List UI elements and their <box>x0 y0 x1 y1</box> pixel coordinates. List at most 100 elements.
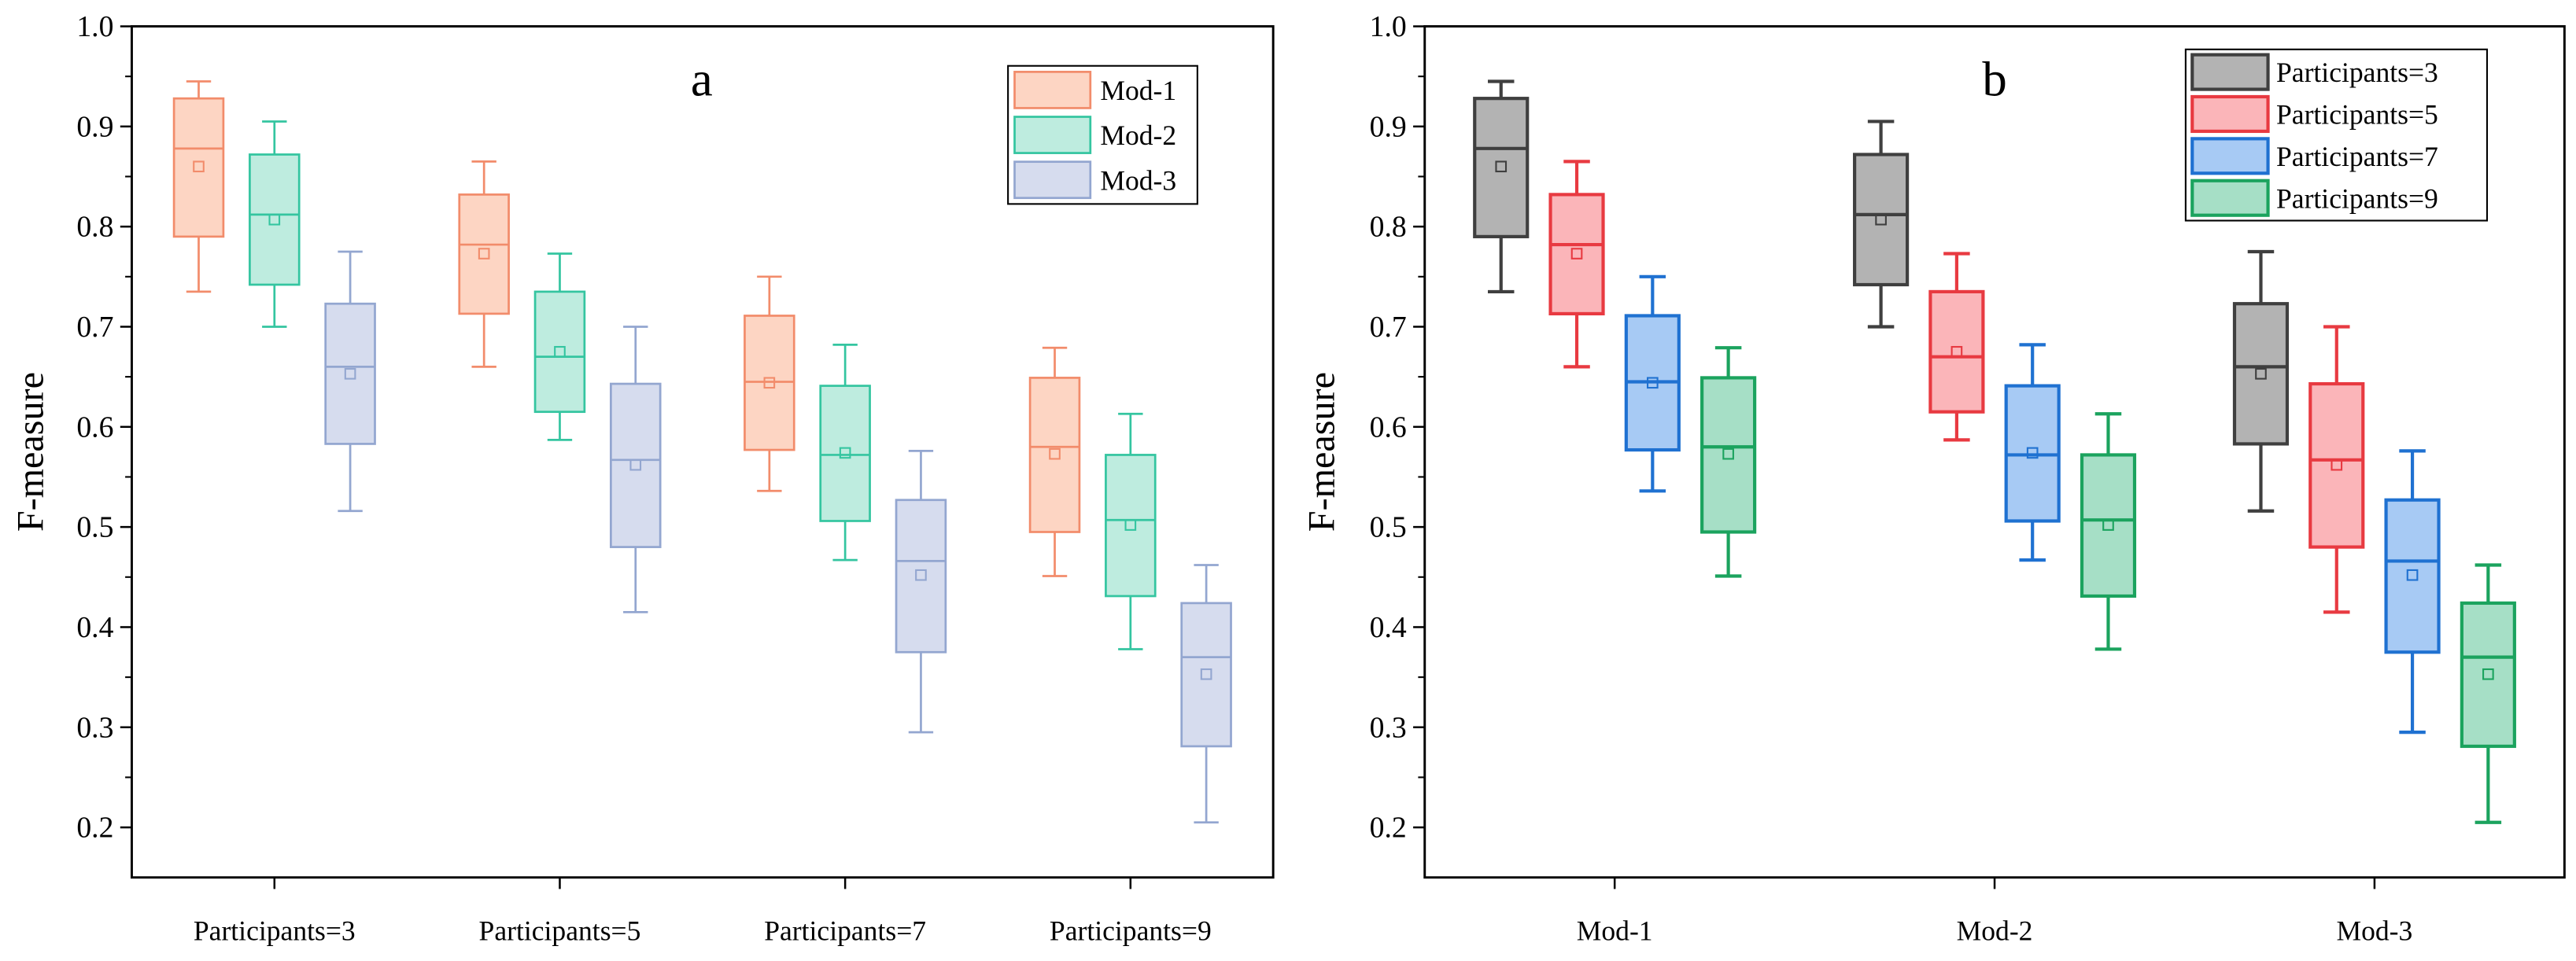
legend-label-b-participants-5: Participants=5 <box>2276 99 2438 131</box>
mean-marker-a-participants-9-mod-1 <box>1049 447 1061 460</box>
box-group-a-participants-7-mod-2 <box>819 344 871 562</box>
box-group-a-participants-3-mod-2 <box>249 120 301 328</box>
mean-marker-a-participants-7-mod-2 <box>839 447 851 459</box>
y-tick-label-b-1-0: 1.0 <box>1370 10 1407 43</box>
mean-marker-b-mod-3-participants-9 <box>2482 668 2494 680</box>
mean-marker-b-mod-1-participants-3 <box>1495 160 1508 173</box>
y-tick-label-a-0-5: 0.5 <box>76 511 113 544</box>
box-b-mod-1-participants-3 <box>1473 97 1530 238</box>
mean-marker-b-mod-1-participants-7 <box>1647 377 1659 389</box>
mean-marker-b-mod-3-participants-5 <box>2331 458 2343 471</box>
y-tick-label-a-0-8: 0.8 <box>76 211 113 244</box>
legend-swatch-b-participants-5 <box>2190 94 2270 134</box>
x-tick-label-a-participants-3: Participants=3 <box>194 915 356 946</box>
box-b-mod-2-participants-3 <box>1853 153 1910 287</box>
y-axis-label-b: F-measure <box>1301 372 1343 532</box>
legend-b: Participants=3 Participants=5 Participants… <box>2184 48 2489 222</box>
legend-swatch-b-participants-7 <box>2190 137 2270 175</box>
y-tick-label-b-0-9: 0.9 <box>1370 110 1407 143</box>
box-group-b-mod-3-participants-7 <box>2384 449 2441 735</box>
box-group-a-participants-5-mod-3 <box>610 326 662 613</box>
box-group-a-participants-3-mod-3 <box>324 250 376 513</box>
box-group-b-mod-1-participants-9 <box>1700 346 1757 578</box>
y-tick-label-a-0-7: 0.7 <box>76 311 113 344</box>
box-b-mod-3-participants-9 <box>2460 601 2516 749</box>
box-a-participants-7-mod-2 <box>819 385 871 522</box>
mean-marker-a-participants-5-mod-2 <box>554 345 566 358</box>
box-a-participants-7-mod-3 <box>895 499 947 654</box>
y-tick-label-a-1-0: 1.0 <box>76 10 113 43</box>
box-b-mod-1-participants-5 <box>1548 193 1605 316</box>
box-group-b-mod-3-participants-3 <box>2232 249 2290 513</box>
box-group-a-participants-9-mod-1 <box>1028 346 1081 577</box>
box-b-mod-3-participants-3 <box>2232 302 2290 446</box>
x-tick-label-a-participants-9: Participants=9 <box>1050 915 1212 946</box>
mean-marker-a-participants-7-mod-3 <box>915 569 927 581</box>
legend-label-b-participants-9: Participants=9 <box>2276 182 2438 214</box>
x-tick-label-b-mod-1: Mod-1 <box>1577 915 1653 946</box>
panel-label-b: b <box>1982 51 2006 106</box>
box-a-participants-9-mod-1 <box>1028 377 1081 533</box>
box-a-participants-3-mod-3 <box>324 302 376 445</box>
box-group-b-mod-1-participants-3 <box>1473 79 1530 294</box>
legend-swatch-b-participants-9 <box>2190 179 2270 217</box>
box-group-a-participants-9-mod-3 <box>1180 564 1232 824</box>
mean-marker-a-participants-3-mod-1 <box>193 160 205 173</box>
y-tick-label-b-0-7: 0.7 <box>1370 311 1407 344</box>
mean-marker-b-mod-2-participants-9 <box>2102 519 2114 531</box>
y-tick-label-a-0-6: 0.6 <box>76 411 113 444</box>
box-group-b-mod-1-participants-7 <box>1624 274 1681 493</box>
box-group-a-participants-7-mod-3 <box>895 449 947 734</box>
box-a-participants-9-mod-3 <box>1180 602 1232 748</box>
box-a-participants-5-mod-2 <box>533 290 586 414</box>
box-a-participants-5-mod-1 <box>458 193 510 315</box>
legend-label-b-participants-3: Participants=3 <box>2276 57 2438 88</box>
legend-label-a-mod-1: Mod-1 <box>1100 75 1176 106</box>
box-b-mod-1-participants-9 <box>1700 376 1757 534</box>
mean-marker-b-mod-2-participants-7 <box>2026 447 2039 459</box>
mean-marker-a-participants-7-mod-1 <box>763 377 776 389</box>
y-tick-label-b-0-4: 0.4 <box>1370 611 1407 644</box>
y-tick-label-b-0-5: 0.5 <box>1370 511 1407 544</box>
box-group-a-participants-5-mod-2 <box>533 252 586 441</box>
box-a-participants-3-mod-2 <box>249 153 301 286</box>
legend-label-a-mod-2: Mod-2 <box>1100 120 1176 151</box>
legend-label-b-participants-7: Participants=7 <box>2276 141 2438 172</box>
mean-marker-a-participants-3-mod-2 <box>268 213 281 226</box>
plot-frame-a <box>131 25 1275 879</box>
box-group-a-participants-7-mod-1 <box>744 275 795 492</box>
panel-label-a: a <box>691 51 713 106</box>
mean-marker-a-participants-3-mod-3 <box>344 367 356 380</box>
box-group-b-mod-2-participants-3 <box>1853 120 1910 329</box>
legend-a: Mod-1 Mod-2 Mod-3 <box>1007 64 1198 205</box>
y-tick-label-a-0-3: 0.3 <box>76 711 113 744</box>
plot-frame-b <box>1423 25 2566 879</box>
box-b-mod-2-participants-5 <box>1928 289 1985 414</box>
box-group-b-mod-1-participants-5 <box>1548 160 1605 369</box>
legend-swatch-a-mod-1 <box>1013 71 1092 109</box>
y-tick-label-a-0-9: 0.9 <box>76 110 113 143</box>
chart-panel-a: 0.2 0.3 0.4 0.5 0.6 0.7 0.8 0.9 1.0 F-measure a Par… <box>9 10 1275 946</box>
box-group-a-participants-3-mod-1 <box>172 80 225 293</box>
mean-marker-b-mod-3-participants-3 <box>2255 367 2267 380</box>
mean-marker-b-mod-2-participants-3 <box>1875 213 1887 226</box>
mean-marker-a-participants-5-mod-1 <box>478 248 490 260</box>
chart-panel-b: 0.2 0.3 0.4 0.5 0.6 0.7 0.8 0.9 1.0 F-measure b Mod… <box>1301 10 2566 946</box>
box-b-mod-3-participants-5 <box>2308 381 2365 549</box>
mean-marker-a-participants-5-mod-3 <box>629 458 642 471</box>
y-tick-label-b-0-6: 0.6 <box>1370 411 1407 444</box>
box-group-a-participants-9-mod-2 <box>1105 412 1157 650</box>
mean-marker-a-participants-9-mod-3 <box>1200 668 1212 680</box>
y-axis-label-a: F-measure <box>9 372 51 532</box>
box-group-b-mod-3-participants-9 <box>2460 563 2516 824</box>
box-b-mod-2-participants-9 <box>2080 453 2137 598</box>
x-tick-label-a-participants-5: Participants=5 <box>479 915 641 946</box>
mean-marker-b-mod-3-participants-7 <box>2406 569 2419 581</box>
box-group-b-mod-2-participants-9 <box>2080 412 2137 651</box>
box-b-mod-3-participants-7 <box>2384 498 2441 654</box>
x-tick-label-a-participants-7: Participants=7 <box>764 915 926 946</box>
y-tick-label-b-0-2: 0.2 <box>1370 812 1407 845</box>
box-group-b-mod-2-participants-7 <box>2004 343 2061 562</box>
box-a-participants-3-mod-1 <box>172 97 225 238</box>
